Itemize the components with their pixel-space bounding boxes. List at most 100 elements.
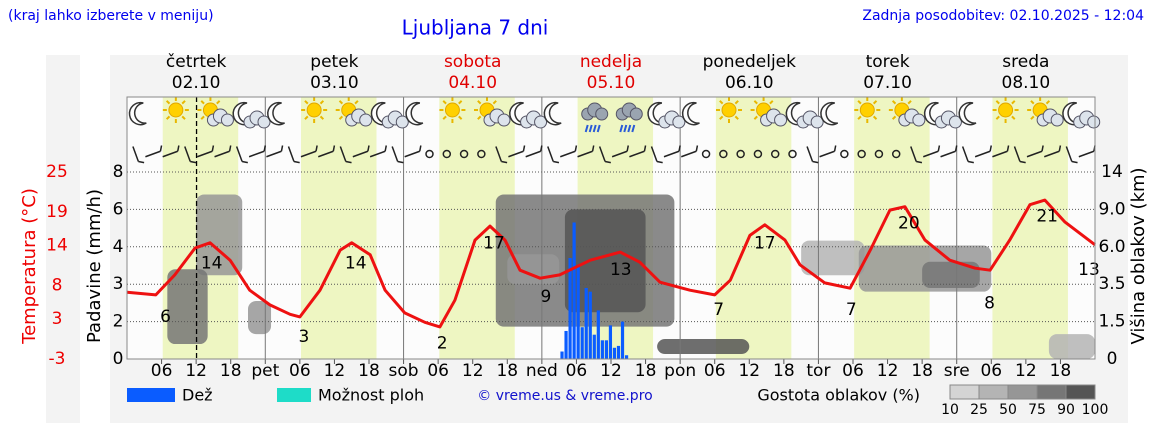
rain-drop — [592, 124, 597, 133]
wind-barb — [339, 146, 352, 164]
sun-ray — [319, 115, 325, 120]
wind-shaft — [961, 146, 969, 162]
wind-calm — [840, 149, 849, 159]
wind-feather — [812, 160, 819, 164]
x-tick-label: tor — [806, 361, 830, 381]
wind-feather — [228, 145, 232, 152]
wind-feather — [695, 145, 699, 152]
wind-shaft — [318, 150, 334, 158]
cloud-puff — [774, 113, 788, 127]
sun-ray — [872, 100, 878, 105]
cloud-puff — [395, 115, 409, 129]
y-tick-label: 6 — [113, 199, 124, 219]
copyright: © vreme.us & vreme.pro — [477, 388, 652, 404]
legend-swatch — [277, 388, 311, 402]
day-date: 02.10 — [172, 73, 221, 93]
cloud-patch — [564, 209, 646, 313]
sun-ray — [857, 115, 862, 120]
wind-feather — [263, 145, 267, 152]
cloud-puff — [497, 113, 511, 127]
cloud-legend-box — [1065, 384, 1096, 400]
temp-label: 7 — [846, 300, 857, 320]
wind-barb — [1013, 146, 1026, 164]
wind-barb — [1044, 145, 1062, 158]
cloud-puff — [595, 107, 609, 121]
cloud-icon — [658, 110, 686, 129]
wind-barb — [992, 145, 1010, 158]
wind-feather — [937, 145, 941, 152]
wind-barb — [961, 146, 974, 164]
x-tick-label: 06 — [842, 361, 864, 381]
x-tick-label: 12 — [185, 361, 207, 381]
wind-feather — [397, 160, 404, 164]
temp-label: 20 — [898, 213, 920, 233]
temp-tick-label: 8 — [52, 276, 63, 296]
sun-ray — [734, 115, 739, 120]
wind-feather — [384, 145, 388, 152]
x-tick-label: 18 — [358, 361, 380, 381]
wind-feather — [591, 145, 595, 152]
rain-bar — [620, 321, 625, 359]
day-name: četrtek — [166, 52, 227, 72]
wind-shaft — [369, 150, 386, 158]
y-tick-label: 3 — [113, 274, 124, 294]
x-tick-label: 18 — [1050, 361, 1072, 381]
x-tick-label: 12 — [600, 361, 622, 381]
wind-barb — [1065, 146, 1078, 164]
wind-barb — [391, 146, 404, 164]
temp-label: 14 — [345, 253, 367, 273]
rain-bar — [576, 265, 580, 359]
wind-shaft — [391, 146, 399, 162]
wind-calm — [425, 149, 434, 159]
wind-feather — [280, 145, 284, 152]
cloud-patch — [657, 339, 750, 355]
cloud-icon — [206, 108, 234, 127]
wind-shaft — [248, 150, 265, 158]
wind-barb — [369, 145, 388, 158]
wind-barb — [235, 146, 248, 164]
y2-tick-label: 0 — [1107, 349, 1118, 369]
x-tick-label: 06 — [427, 361, 449, 381]
cloud-patch — [248, 301, 272, 335]
x-tick-label: 18 — [911, 361, 933, 381]
temp-tick-label: -3 — [49, 349, 66, 369]
sun-ray — [1045, 100, 1051, 105]
wind-shaft — [235, 146, 243, 162]
wind-feather — [1071, 160, 1078, 164]
sun-ray — [442, 100, 447, 105]
wind-shaft — [910, 146, 917, 162]
rain-bar — [596, 310, 600, 359]
cloud-icon — [934, 110, 962, 129]
temp-tick-label: 25 — [46, 162, 68, 182]
wind-feather — [211, 145, 215, 152]
rain-drop — [588, 124, 593, 133]
rain-bar — [568, 258, 572, 359]
wind-feather — [332, 145, 336, 152]
temp-tick-label: 3 — [52, 309, 63, 329]
wind-feather — [176, 145, 180, 152]
wind-feather — [574, 145, 578, 152]
wind-feather — [138, 160, 145, 164]
cloud-legend-box — [949, 384, 980, 400]
moon-icon — [267, 101, 285, 126]
sun-disc — [859, 102, 875, 118]
wind-barb — [318, 145, 336, 158]
sun-ray — [753, 115, 758, 120]
wind-barb — [910, 146, 923, 164]
x-tick-label: 06 — [566, 361, 588, 381]
sun-ray — [165, 115, 171, 120]
wind-feather — [833, 145, 837, 152]
rain-bar — [604, 340, 608, 359]
temp-label: 13 — [1078, 260, 1100, 280]
wind-calm — [788, 149, 797, 159]
rain-bar — [624, 355, 629, 359]
wind-shaft — [287, 146, 295, 162]
day-name: ponedeljek — [703, 52, 797, 72]
wind-shaft — [547, 146, 554, 162]
daylight-band — [992, 97, 1068, 359]
sun-ray — [734, 100, 739, 105]
sun-disc — [444, 102, 460, 118]
wind-feather — [159, 145, 163, 152]
wind-calm — [753, 149, 763, 159]
daylight-band — [715, 97, 792, 359]
